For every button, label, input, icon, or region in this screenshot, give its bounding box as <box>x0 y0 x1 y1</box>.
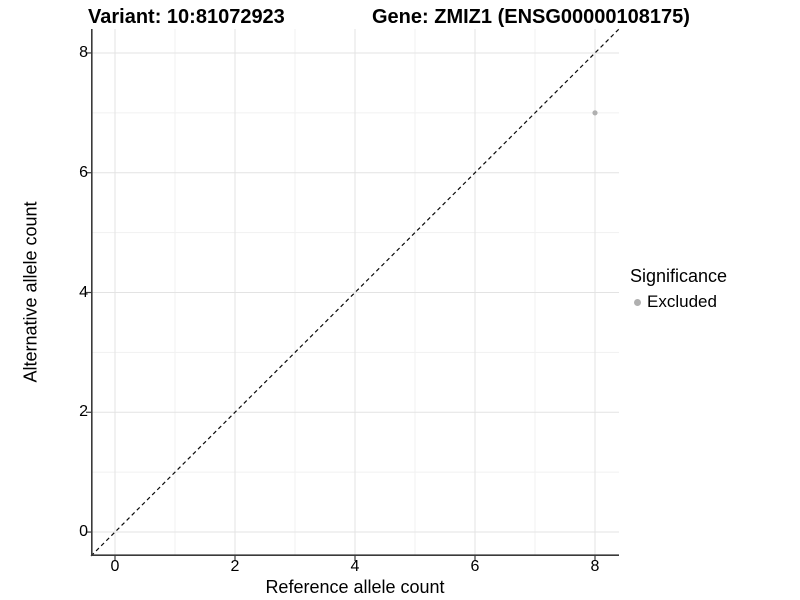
y-tick-label: 0 <box>79 523 88 541</box>
gene-title: Gene: ZMIZ1 (ENSG00000108175) <box>372 6 690 28</box>
plot-panel <box>86 28 620 561</box>
identity-dashed-line <box>90 28 620 557</box>
x-tick-label: 6 <box>470 558 480 575</box>
y-tick-label: 4 <box>79 283 88 301</box>
x-axis-title: Reference allele count <box>265 577 445 597</box>
y-tick-label: 2 <box>79 403 88 421</box>
y-axis-title: Alternative allele count <box>20 201 41 383</box>
x-tick-label: 0 <box>110 558 120 575</box>
x-tick-label: 4 <box>350 558 360 575</box>
legend-item-label: Excluded <box>647 292 717 311</box>
x-tick-label: 2 <box>230 558 240 575</box>
legend-title: Significance <box>630 266 728 286</box>
y-tick-label: 8 <box>79 43 88 61</box>
x-tick-label: 8 <box>590 558 600 575</box>
legend-marker-dot-icon <box>634 298 641 306</box>
legend-item: Excluded <box>630 292 727 312</box>
plot-canvas <box>86 28 620 561</box>
data-point <box>592 110 598 116</box>
variant-title: Variant: 10:81072923 <box>88 6 285 28</box>
legend: Significance Excluded <box>630 266 727 312</box>
legend-items: Excluded <box>630 292 727 312</box>
y-tick-label: 6 <box>79 163 88 181</box>
